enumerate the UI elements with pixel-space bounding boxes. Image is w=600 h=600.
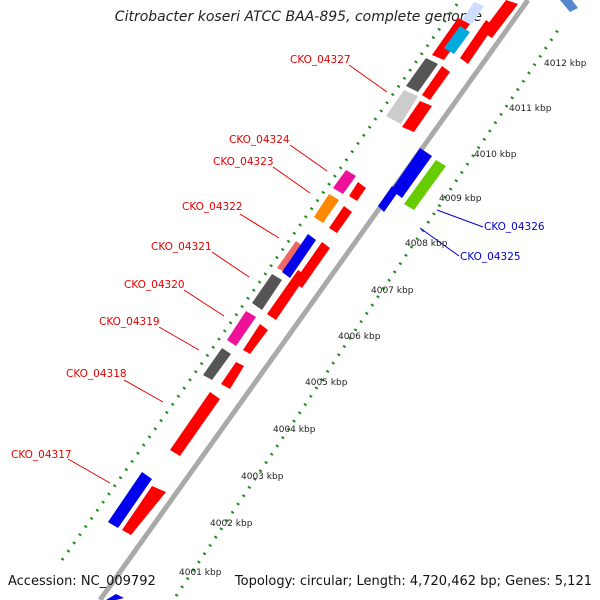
leader-line	[419, 227, 460, 257]
kbp-label: 4008 kbp	[405, 239, 448, 249]
gene-feature[interactable]	[329, 206, 352, 233]
gene-feature[interactable]	[406, 58, 438, 92]
gene-label-left[interactable]: CKO_04324	[229, 134, 290, 146]
genome-title: Citrobacter koseri ATCC BAA-895, complet…	[114, 9, 482, 25]
leader-line	[183, 289, 225, 317]
gene-feature[interactable]	[422, 66, 450, 100]
leader-line	[272, 166, 311, 194]
gene-feature[interactable]	[386, 90, 418, 124]
gene-label-left[interactable]: CKO_04318	[66, 368, 127, 380]
gene-labels-left: CKO_04317 CKO_04318 CKO_04319 CKO_04320 CKO_…	[11, 54, 351, 461]
leader-line	[289, 144, 328, 172]
gene-feature[interactable]	[404, 160, 446, 210]
kbp-label: 4007 kbp	[371, 286, 414, 296]
gene-feature[interactable]	[227, 311, 256, 346]
kbp-label: 4003 kbp	[241, 472, 284, 482]
label-leader-lines	[67, 64, 484, 484]
accession-label: Accession: NC_009792	[8, 574, 156, 589]
genome-backbone	[97, 0, 531, 600]
gene-label-left[interactable]: CKO_04327	[290, 54, 351, 66]
gene-feature[interactable]	[378, 186, 398, 212]
gene-label-left[interactable]: CKO_04321	[151, 241, 212, 253]
kbp-label: 4010 kbp	[474, 150, 517, 160]
gene-feature[interactable]	[221, 362, 244, 389]
leader-line	[158, 326, 200, 351]
kbp-label: 4002 kbp	[210, 519, 253, 529]
gene-feature[interactable]	[122, 486, 166, 535]
gene-feature[interactable]	[252, 274, 282, 310]
gene-feature[interactable]	[444, 26, 470, 54]
leader-line	[211, 251, 250, 278]
gene-feature[interactable]	[560, 0, 578, 12]
kbp-scale-labels: 4001 kbp 4002 kbp 4003 kbp 4004 kbp 4005 kbp…	[179, 59, 587, 578]
kbp-label: 4001 kbp	[179, 568, 222, 578]
gene-labels-right: CKO_04325 CKO_04326	[460, 221, 545, 263]
gene-feature[interactable]	[277, 241, 304, 272]
gene-feature[interactable]	[294, 242, 330, 288]
kbp-dotted-track	[174, 26, 562, 597]
gene-feature[interactable]	[106, 594, 124, 600]
topology-label: Topology: circular; Length: 4,720,462 bp…	[234, 574, 592, 589]
kbp-label: 4005 kbp	[305, 378, 348, 388]
leader-line	[436, 209, 484, 228]
kbp-label: 4004 kbp	[273, 425, 316, 435]
kbp-label: 4006 kbp	[338, 332, 381, 342]
gene-feature[interactable]	[482, 0, 518, 38]
gene-label-right[interactable]: CKO_04326	[484, 221, 545, 233]
leader-line	[67, 458, 111, 484]
gene-label-left[interactable]: CKO_04319	[99, 316, 160, 328]
gene-label-left[interactable]: CKO_04317	[11, 449, 72, 461]
leader-line	[348, 64, 388, 93]
gene-feature[interactable]	[243, 324, 268, 354]
gene-feature[interactable]	[203, 348, 231, 380]
gene-label-left[interactable]: CKO_04323	[213, 156, 274, 168]
leader-line	[123, 379, 164, 403]
gene-label-right[interactable]: CKO_04325	[460, 251, 521, 263]
reverse-strand-genes	[378, 148, 446, 212]
gene-label-left[interactable]: CKO_04322	[182, 201, 243, 213]
forward-strand-genes	[106, 0, 578, 600]
gene-feature[interactable]	[314, 194, 339, 223]
gene-feature[interactable]	[333, 170, 356, 194]
gene-label-left[interactable]: CKO_04320	[124, 279, 185, 291]
kbp-label: 4012 kbp	[544, 59, 587, 69]
gene-feature[interactable]	[108, 472, 152, 528]
gene-feature[interactable]	[282, 234, 316, 278]
leader-line	[239, 213, 280, 239]
gene-feature[interactable]	[462, 2, 484, 24]
gene-feature[interactable]	[170, 392, 220, 456]
gene-feature[interactable]	[349, 182, 366, 201]
gene-feature[interactable]	[402, 101, 432, 132]
kbp-label: 4011 kbp	[509, 104, 552, 114]
gene-feature[interactable]	[391, 148, 432, 198]
kbp-label: 4009 kbp	[439, 194, 482, 204]
